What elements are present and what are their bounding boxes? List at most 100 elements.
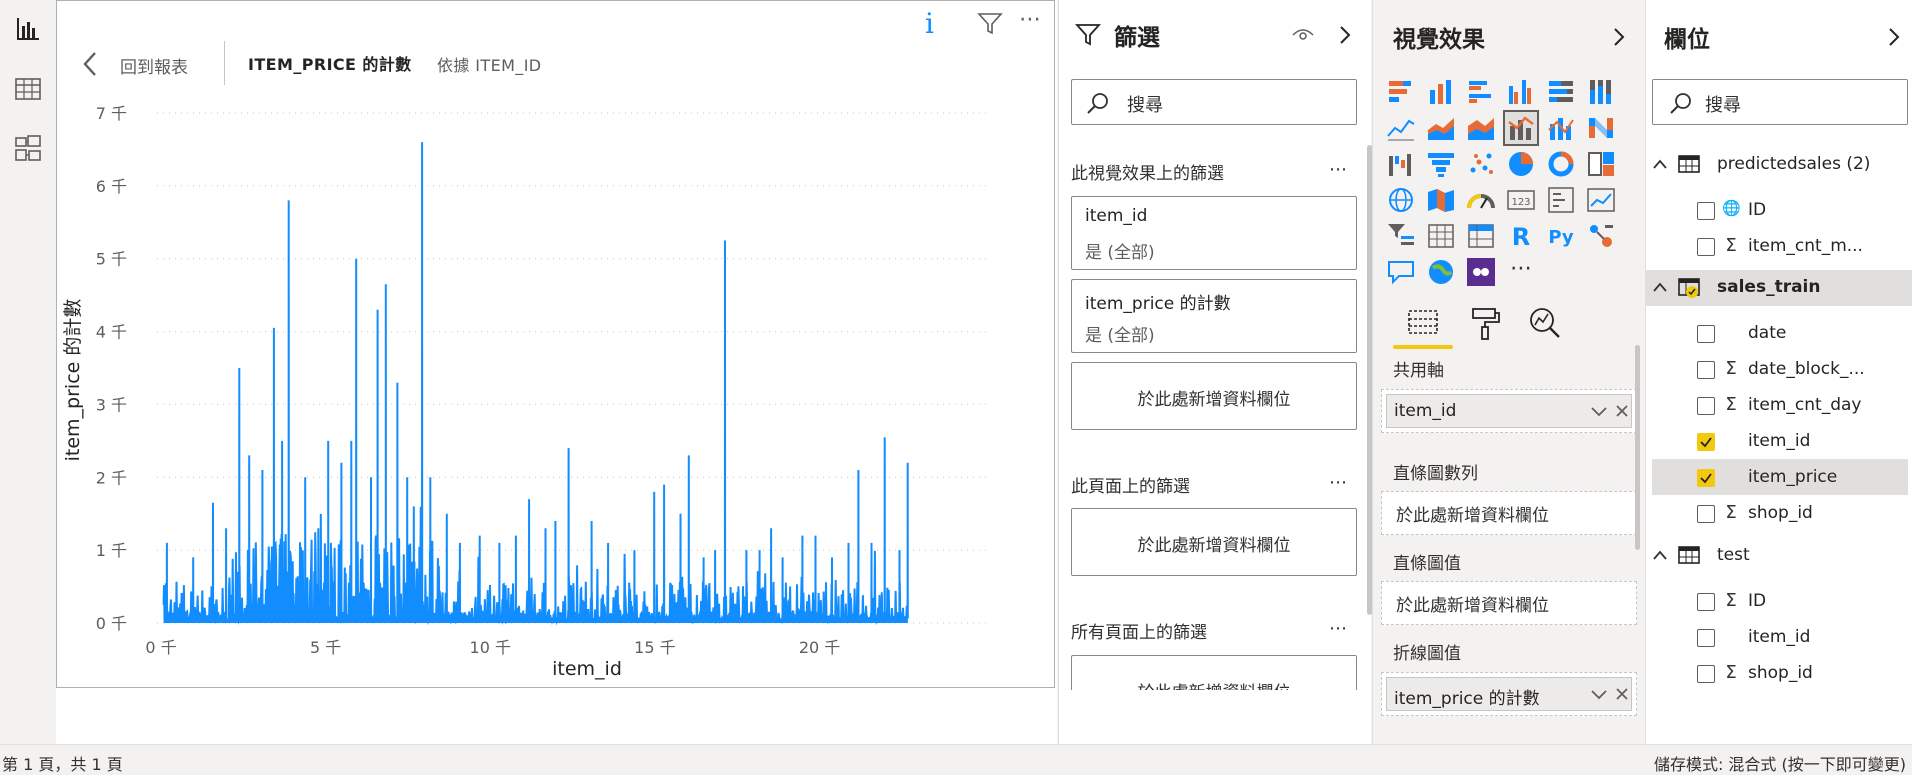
field-row[interactable]: item_id (1652, 619, 1908, 655)
table-sales-train[interactable]: sales_train (1646, 270, 1912, 306)
chevron-up-icon[interactable] (1652, 548, 1668, 562)
map-icon[interactable] (1385, 184, 1417, 216)
model-view-icon[interactable] (13, 134, 43, 164)
close-icon[interactable] (1614, 686, 1630, 702)
line-values-field-pill[interactable]: item_price 的計數 (1386, 677, 1632, 711)
field-row[interactable]: Σ shop_id (1652, 495, 1908, 531)
field-checkbox-checked[interactable] (1697, 469, 1715, 487)
table-icon[interactable] (1425, 220, 1457, 252)
table-test[interactable]: test (1646, 538, 1912, 574)
more-visuals-icon[interactable]: ⋯ (1510, 256, 1532, 281)
area-chart-icon[interactable] (1425, 112, 1457, 144)
collapse-visualizations-chevron-icon[interactable] (1611, 26, 1627, 48)
field-checkbox[interactable] (1697, 505, 1715, 523)
back-arrow-icon[interactable] (79, 49, 101, 79)
field-row[interactable]: Σ shop_id (1652, 655, 1908, 691)
eye-icon[interactable] (1292, 26, 1314, 44)
info-icon[interactable]: i (925, 7, 934, 40)
100-stacked-bar-chart-icon[interactable] (1545, 76, 1577, 108)
slicer-icon[interactable] (1385, 220, 1417, 252)
stacked-column-chart-icon[interactable] (1425, 76, 1457, 108)
line-values-well[interactable]: item_price 的計數 (1381, 672, 1637, 716)
field-checkbox[interactable] (1697, 238, 1715, 256)
card-icon[interactable]: 123 (1505, 184, 1537, 216)
field-row[interactable]: Σ item_cnt_day (1652, 387, 1908, 423)
add-field-drop-zone-visual[interactable]: 於此處新增資料欄位 (1071, 362, 1357, 430)
matrix-icon[interactable] (1465, 220, 1497, 252)
field-checkbox[interactable] (1697, 593, 1715, 611)
field-checkbox-checked[interactable] (1697, 433, 1715, 451)
more-options-icon[interactable]: ⋯ (1019, 7, 1042, 32)
filled-map-icon[interactable] (1425, 184, 1457, 216)
100-stacked-column-chart-icon[interactable] (1585, 76, 1617, 108)
line-and-clustered-column-chart-icon[interactable] (1503, 110, 1539, 146)
field-checkbox[interactable] (1697, 325, 1715, 343)
field-checkbox[interactable] (1697, 397, 1715, 415)
storage-mode-toggle[interactable]: 儲存模式: 混合式 (按一下即可變更) (1653, 755, 1906, 774)
field-row[interactable]: item_price (1652, 459, 1908, 495)
shared-axis-well[interactable]: item_id (1381, 389, 1637, 433)
back-to-report-link[interactable]: 回到報表 (120, 58, 188, 78)
chevron-up-icon[interactable] (1652, 157, 1668, 171)
donut-chart-icon[interactable] (1545, 148, 1577, 180)
scatter-chart-icon[interactable] (1465, 148, 1497, 180)
stacked-bar-chart-icon[interactable] (1385, 76, 1417, 108)
field-row[interactable]: 🌐 ID (1652, 192, 1908, 228)
filters-search-input[interactable]: 搜尋 (1071, 79, 1357, 125)
treemap-icon[interactable] (1585, 148, 1617, 180)
analytics-magnifier-icon[interactable] (1523, 303, 1567, 343)
stacked-area-chart-icon[interactable] (1465, 112, 1497, 144)
key-influencers-icon[interactable] (1585, 220, 1617, 252)
filters-on-all-pages-more-icon[interactable]: ⋯ (1329, 618, 1347, 639)
ribbon-chart-icon[interactable] (1585, 112, 1617, 144)
kpi-icon[interactable] (1585, 184, 1617, 216)
field-row[interactable]: Σ ID (1652, 583, 1908, 619)
pie-chart-icon[interactable] (1505, 148, 1537, 180)
format-paint-roller-icon[interactable] (1463, 303, 1507, 343)
chevron-down-icon[interactable] (1590, 405, 1608, 419)
filters-scrollbar[interactable] (1367, 145, 1372, 615)
data-view-icon[interactable] (13, 74, 43, 104)
column-values-well[interactable]: 於此處新增資料欄位 (1381, 581, 1637, 625)
line-and-stacked-column-chart-icon[interactable] (1545, 112, 1577, 144)
filters-on-visual-more-icon[interactable]: ⋯ (1329, 159, 1347, 180)
fields-tab-icon[interactable] (1401, 303, 1445, 343)
column-series-well[interactable]: 於此處新增資料欄位 (1381, 491, 1637, 535)
add-field-drop-zone-page[interactable]: 於此處新增資料欄位 (1071, 508, 1357, 576)
close-icon[interactable] (1614, 403, 1630, 419)
waterfall-chart-icon[interactable] (1385, 148, 1417, 180)
chevron-down-icon[interactable] (1590, 688, 1608, 702)
chevron-up-icon[interactable] (1652, 280, 1668, 294)
field-row[interactable]: Σ item_cnt_m... (1652, 228, 1908, 264)
collapse-fields-chevron-icon[interactable] (1886, 26, 1902, 48)
filter-card-count[interactable]: item_price 的計數 是 (全部) (1071, 279, 1357, 353)
add-field-drop-zone-all[interactable]: 於此處新增資料欄位 (1071, 655, 1357, 690)
custom-visual-icon[interactable] (1465, 256, 1497, 288)
collapse-filters-chevron-icon[interactable] (1337, 24, 1353, 46)
field-row[interactable]: date (1652, 315, 1908, 351)
fields-search-input[interactable]: 搜尋 (1652, 79, 1908, 125)
gauge-icon[interactable] (1465, 184, 1497, 216)
filter-card-item-id[interactable]: item_id 是 (全部) (1071, 196, 1357, 270)
clustered-column-chart-icon[interactable] (1505, 76, 1537, 108)
python-visual-icon[interactable]: Py (1545, 220, 1577, 252)
field-checkbox[interactable] (1697, 361, 1715, 379)
funnel-chart-icon[interactable] (1425, 148, 1457, 180)
visualizations-scrollbar[interactable] (1635, 345, 1640, 550)
r-visual-icon[interactable]: R (1505, 220, 1537, 252)
field-row[interactable]: Σ date_block_... (1652, 351, 1908, 387)
shared-axis-field-pill[interactable]: item_id (1386, 394, 1632, 428)
qna-icon[interactable] (1385, 256, 1417, 288)
line-chart-icon[interactable] (1385, 112, 1417, 144)
field-checkbox[interactable] (1697, 629, 1715, 647)
filters-on-page-more-icon[interactable]: ⋯ (1329, 472, 1347, 493)
arcgis-map-icon[interactable] (1425, 256, 1457, 288)
filter-icon[interactable] (977, 11, 1003, 37)
field-checkbox[interactable] (1697, 665, 1715, 683)
clustered-bar-chart-icon[interactable] (1465, 76, 1497, 108)
multi-row-card-icon[interactable] (1545, 184, 1577, 216)
table-predictedsales[interactable]: predictedsales (2) (1646, 147, 1912, 183)
field-row[interactable]: item_id (1652, 423, 1908, 459)
report-view-icon[interactable] (13, 14, 43, 44)
field-checkbox[interactable] (1697, 202, 1715, 220)
